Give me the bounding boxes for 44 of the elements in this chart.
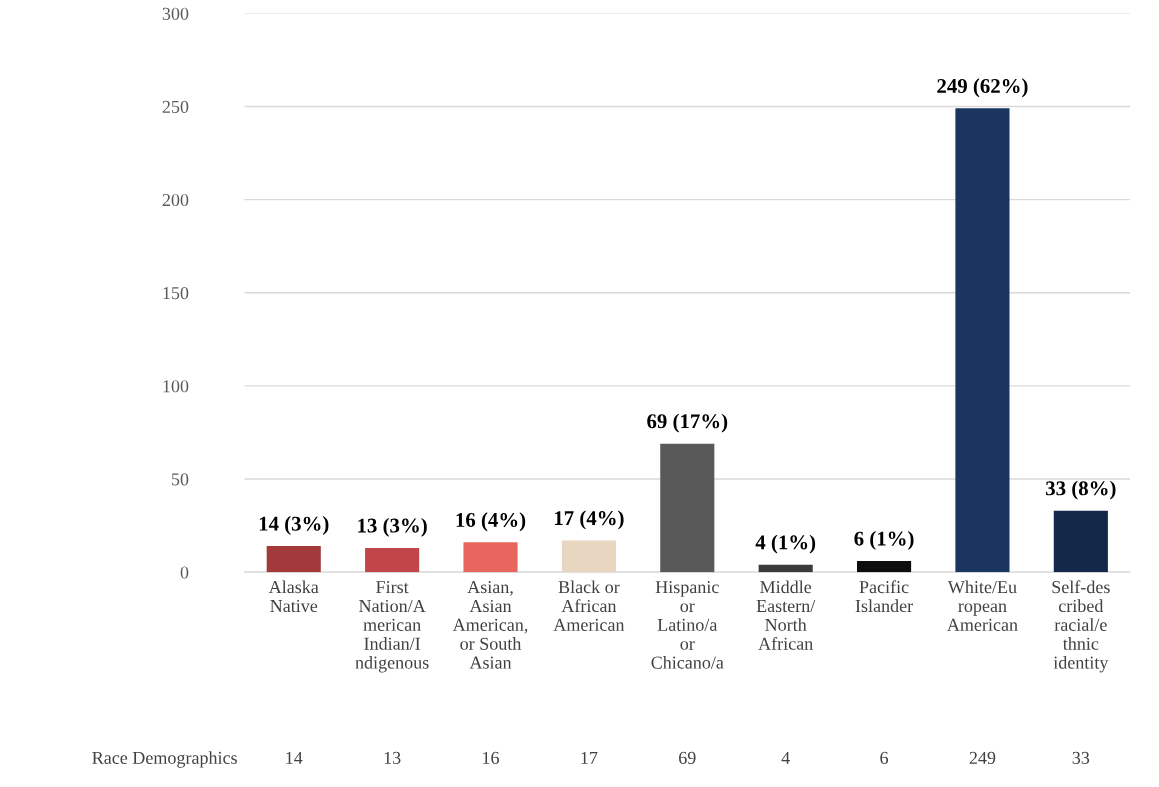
bar	[857, 560, 912, 573]
y-tick-label: 200	[162, 193, 189, 207]
x-tick-label: Middle Eastern/North African	[756, 580, 816, 650]
data-label: 33 (8%)	[1046, 480, 1116, 500]
x-tick-label: First Nation/American Indian/Indigenous	[355, 581, 429, 673]
bar	[561, 540, 616, 573]
data-label: 4 (1%)	[755, 534, 816, 554]
x-tick-label: Alaska Native	[268, 580, 319, 613]
text: 249	[969, 751, 996, 764]
data-label: 69 (17%)	[647, 413, 728, 433]
text: 13	[384, 751, 401, 764]
bar	[758, 564, 813, 573]
data-label: 249 (62%)	[937, 78, 1028, 98]
text: 17	[581, 751, 598, 764]
x-tick-label: White/European American	[947, 580, 1018, 631]
x-tick-label: Asian, Asian American, or South Asian	[452, 581, 528, 669]
y-tick-label: 50	[171, 473, 189, 486]
text: 6	[880, 751, 889, 764]
text: 16	[483, 751, 499, 764]
bar	[955, 108, 1010, 573]
y-tick-label: 150	[163, 287, 189, 300]
x-tick-label: Pacific Islander	[855, 580, 913, 613]
y-tick-label: 0	[180, 566, 189, 579]
bar	[266, 546, 321, 573]
data-label: 17 (4%)	[554, 510, 624, 530]
text: 14	[286, 751, 303, 764]
y-tick-label: 300	[162, 7, 189, 20]
x-tick-label: Black or African American	[553, 580, 625, 631]
data-label: 6 (1%)	[854, 530, 914, 550]
text: 4	[781, 751, 790, 764]
y-tick-label: 100	[163, 380, 189, 393]
text: 33	[1072, 751, 1090, 764]
bar	[660, 443, 715, 573]
data-label: 14 (3%)	[259, 516, 329, 535]
text: 69	[679, 751, 696, 764]
bar	[365, 547, 420, 573]
bar	[463, 542, 518, 573]
data-label: 13 (3%)	[358, 517, 427, 537]
text: Race Demographics	[92, 751, 237, 768]
x-tick-label: Hispanic or Latino/a or Chicano/a	[651, 581, 724, 669]
y-tick-label: 250	[162, 100, 189, 113]
bar	[1053, 510, 1108, 573]
x-tick-label: Self-described racial/ethnic identity	[1052, 580, 1110, 673]
data-label: 16 (4%)	[456, 512, 526, 532]
